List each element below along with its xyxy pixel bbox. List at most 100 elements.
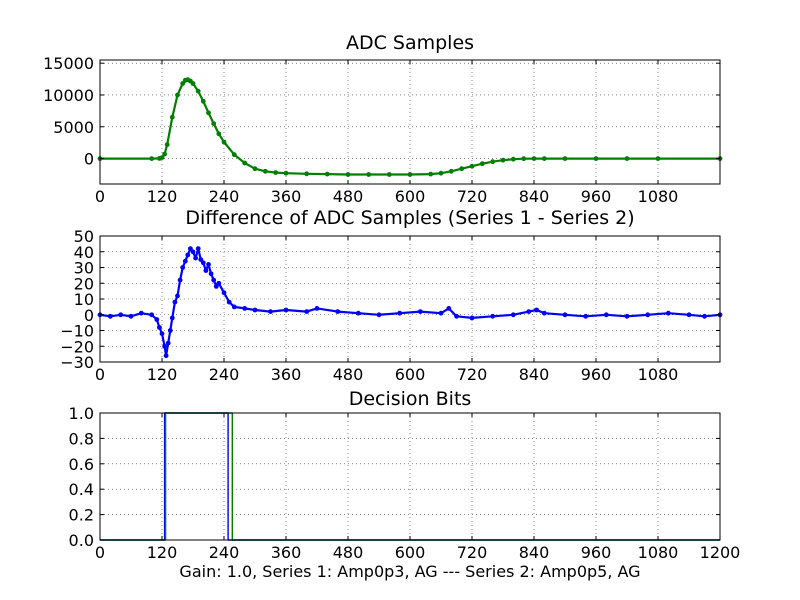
data-point <box>314 306 320 311</box>
data-point <box>226 299 232 305</box>
data-point <box>283 307 289 313</box>
data-point <box>665 310 671 316</box>
y-tick-labels: 0.0 0.2 0.4 0.6 0.8 1.0 <box>69 404 94 550</box>
x-tick-label: 840 <box>519 543 550 562</box>
x-tick-label: 720 <box>457 543 488 562</box>
data-point <box>541 156 547 162</box>
y-tick-label: 0.6 <box>69 455 94 474</box>
x-tick-label: 480 <box>333 365 364 384</box>
y-tick-label: −20 <box>60 337 94 356</box>
data-point <box>335 309 341 314</box>
series-group <box>100 412 720 541</box>
tick-marks <box>99 60 720 184</box>
data-point <box>200 260 206 266</box>
data-point <box>531 156 537 162</box>
data-point <box>526 309 532 314</box>
data-point <box>397 310 403 316</box>
data-point <box>221 290 227 296</box>
data-point <box>541 310 547 316</box>
data-point <box>490 313 496 319</box>
series-line <box>100 412 720 541</box>
data-point <box>182 258 188 264</box>
data-point <box>446 306 452 311</box>
data-point <box>169 114 175 120</box>
series-line <box>100 412 720 541</box>
data-point <box>534 307 539 313</box>
data-point <box>163 353 169 359</box>
x-tick-label: 0 <box>95 365 105 384</box>
data-point <box>438 170 444 176</box>
data-point <box>211 277 217 283</box>
chart-title: Decision Bits <box>349 388 472 410</box>
data-point <box>242 306 248 311</box>
data-point <box>624 156 630 162</box>
data-point <box>138 310 144 316</box>
y-tick-label: 15000 <box>43 54 94 73</box>
data-point <box>118 312 124 318</box>
data-point <box>149 312 155 318</box>
data-point <box>175 92 180 98</box>
data-point <box>242 160 248 166</box>
data-point <box>562 156 568 162</box>
x-tick-label: 0 <box>95 187 105 206</box>
data-point <box>128 313 134 319</box>
data-point <box>366 172 372 177</box>
data-point <box>180 81 186 86</box>
y-tick-label: 0 <box>84 150 94 169</box>
data-point <box>304 309 310 314</box>
x-tick-label: 0 <box>95 543 105 562</box>
x-tick-label: 720 <box>457 365 488 384</box>
y-tick-label: 0.8 <box>69 429 94 448</box>
y-tick-label: 10000 <box>43 86 94 105</box>
y-tick-label: 10 <box>74 290 94 309</box>
data-point <box>164 142 170 148</box>
data-point <box>216 280 222 286</box>
x-tick-label: 1080 <box>638 187 679 206</box>
data-point <box>562 312 568 318</box>
gridlines <box>99 235 720 363</box>
x-tick-label: 360 <box>271 543 302 562</box>
x-tick-label: 960 <box>581 365 612 384</box>
data-point <box>521 156 527 162</box>
data-point <box>283 170 289 176</box>
data-point <box>221 139 227 145</box>
y-tick-label: 0.4 <box>69 480 94 499</box>
data-point <box>454 313 459 319</box>
data-point <box>262 168 268 174</box>
y-tick-label: 1.0 <box>69 404 94 423</box>
x-tick-label: 600 <box>395 543 426 562</box>
data-point <box>195 88 201 94</box>
x-tick-label: 840 <box>519 187 550 206</box>
y-tick-label: 20 <box>74 274 94 293</box>
data-point <box>162 151 168 157</box>
data-point <box>167 328 173 333</box>
x-tick-label: 240 <box>209 365 240 384</box>
data-point <box>603 312 609 318</box>
data-point <box>702 313 707 319</box>
data-point <box>190 249 196 255</box>
y-tick-label: −10 <box>60 322 94 341</box>
x-tick-label: 360 <box>271 365 302 384</box>
data-point <box>428 171 434 177</box>
gridlines <box>99 60 720 184</box>
data-point <box>188 246 193 252</box>
data-point <box>417 309 423 314</box>
data-point <box>479 161 485 167</box>
x-tick-label: 1080 <box>638 365 679 384</box>
data-point <box>624 313 630 319</box>
x-tick-label: 720 <box>457 187 488 206</box>
data-point <box>149 156 155 162</box>
data-point <box>206 110 211 116</box>
data-point <box>355 310 361 316</box>
y-tick-label: 50 <box>74 227 94 246</box>
data-point <box>211 121 217 126</box>
x-tick-label: 240 <box>209 543 240 562</box>
x-tick-label: 960 <box>581 543 612 562</box>
data-point <box>645 312 651 318</box>
x-tick-label: 120 <box>147 543 178 562</box>
x-tick-label: 1200 <box>700 543 741 562</box>
y-tick-label: 40 <box>74 243 94 262</box>
data-point <box>510 312 516 318</box>
